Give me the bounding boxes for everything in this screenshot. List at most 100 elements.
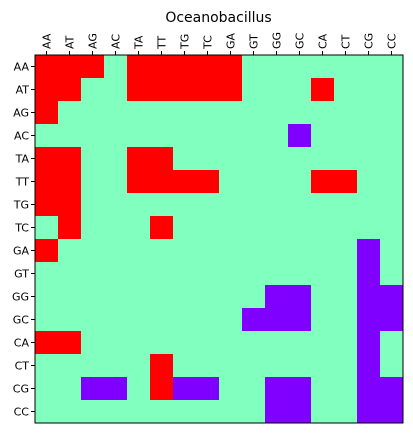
heatmap-cell-CT-CT (334, 354, 358, 378)
heatmap-cell-TA-CA (311, 147, 335, 171)
heatmap-cell-TG-CA (311, 193, 335, 217)
heatmap-cell-TT-AC (104, 170, 128, 194)
heatmap-cell-TC-GA (219, 216, 243, 240)
heatmap-cell-CC-TA (127, 400, 151, 424)
heatmap-cell-CG-CG (357, 377, 381, 401)
y-tick-label: CG (13, 383, 29, 396)
x-tick-label: TT (156, 35, 169, 50)
heatmap-cell-GT-AC (104, 262, 128, 286)
heatmap-cell-GT-AA (35, 262, 59, 286)
heatmap-cell-AG-GC (288, 101, 312, 125)
heatmap-cell-TG-TT (150, 193, 174, 217)
heatmap-cell-CG-GA (219, 377, 243, 401)
heatmap-cell-GA-CT (334, 239, 358, 263)
heatmap-cell-CA-AG (81, 331, 105, 355)
x-tick-label: GG (271, 32, 284, 49)
heatmap-cell-TG-TG (173, 193, 197, 217)
heatmap-cell-GC-TT (150, 308, 174, 332)
heatmap-cell-CG-AG (81, 377, 105, 401)
heatmap-cell-AG-TG (173, 101, 197, 125)
heatmap-cell-CC-AG (81, 400, 105, 424)
heatmap-cell-GG-CG (357, 285, 381, 309)
x-tick-label: GC (294, 32, 307, 49)
x-tick-label: CT (340, 34, 353, 49)
x-tick-label: AC (110, 34, 123, 49)
heatmap-cell-AG-AA (35, 101, 59, 125)
heatmap-cell-CG-TT (150, 377, 174, 401)
heatmap-cell-AA-TC (196, 55, 220, 79)
heatmap-cell-CA-CT (334, 331, 358, 355)
heatmap-cell-GA-CG (357, 239, 381, 263)
heatmap-cell-CT-GT (242, 354, 266, 378)
heatmap-cell-AG-AT (58, 101, 82, 125)
heatmap-cell-AG-GT (242, 101, 266, 125)
heatmap-cell-CG-AA (35, 377, 59, 401)
y-tick-label: TC (14, 222, 29, 235)
heatmap-cell-GG-CT (334, 285, 358, 309)
heatmap-cell-AC-GG (265, 124, 289, 148)
heatmap-cell-AT-CA (311, 78, 335, 102)
heatmap-cell-CA-TT (150, 331, 174, 355)
y-tick-label: GC (13, 314, 30, 327)
heatmap-cell-CG-AT (58, 377, 82, 401)
heatmap-cell-GG-AA (35, 285, 59, 309)
heatmap-cell-GG-AT (58, 285, 82, 309)
heatmap-cell-TG-AG (81, 193, 105, 217)
heatmap-cell-GG-TT (150, 285, 174, 309)
heatmap-cell-GT-CA (311, 262, 335, 286)
heatmap-cell-AG-CA (311, 101, 335, 125)
plot-frame (34, 54, 404, 424)
heatmap-cell-CA-GA (219, 331, 243, 355)
heatmap-cell-AA-TA (127, 55, 151, 79)
heatmap-cell-GC-CC (380, 308, 404, 332)
x-tick-label: TA (133, 35, 146, 50)
heatmap-cell-TC-TT (150, 216, 174, 240)
heatmap-cell-AC-AA (35, 124, 59, 148)
heatmap-cell-TG-AT (58, 193, 82, 217)
heatmap-cell-GG-TG (173, 285, 197, 309)
x-tick-label: CC (386, 33, 399, 49)
heatmap-cell-CC-GG (265, 400, 289, 424)
heatmap-cell-AC-TG (173, 124, 197, 148)
heatmap-cell-GC-CA (311, 308, 335, 332)
heatmap-cell-GG-AG (81, 285, 105, 309)
heatmap-cell-TG-GA (219, 193, 243, 217)
heatmap-cell-GA-GG (265, 239, 289, 263)
heatmap-cells (35, 55, 404, 424)
heatmap-cell-TT-AA (35, 170, 59, 194)
heatmap-cell-CA-GG (265, 331, 289, 355)
heatmap-cell-GG-CA (311, 285, 335, 309)
heatmap-cell-TA-GT (242, 147, 266, 171)
heatmap-cell-GG-GA (219, 285, 243, 309)
heatmap-cell-AA-GA (219, 55, 243, 79)
heatmap-cell-CC-CT (334, 400, 358, 424)
heatmap-cell-CG-GG (265, 377, 289, 401)
heatmap-cell-AA-GG (265, 55, 289, 79)
heatmap-cell-TC-CT (334, 216, 358, 240)
heatmap-cell-AG-CG (357, 101, 381, 125)
y-tick-label: AC (14, 130, 29, 143)
heatmap-cell-CA-TA (127, 331, 151, 355)
heatmap-cell-TT-GC (288, 170, 312, 194)
heatmap-cell-CT-AC (104, 354, 128, 378)
heatmap-cell-TC-GG (265, 216, 289, 240)
heatmap-cell-TG-TA (127, 193, 151, 217)
heatmap-cell-CG-TA (127, 377, 151, 401)
heatmap-cell-AT-GA (219, 78, 243, 102)
heatmap-cell-AG-TT (150, 101, 174, 125)
x-tick-label: GT (248, 34, 261, 49)
heatmap-cell-AG-GG (265, 101, 289, 125)
heatmap-cell-AT-GT (242, 78, 266, 102)
x-tick-label: CA (317, 33, 330, 49)
heatmap-cell-GC-TC (196, 308, 220, 332)
heatmap-cell-TT-TG (173, 170, 197, 194)
heatmap-cell-TC-CC (380, 216, 404, 240)
heatmap-cell-GA-AA (35, 239, 59, 263)
heatmap-cell-TA-CC (380, 147, 404, 171)
heatmap-cell-GT-GA (219, 262, 243, 286)
y-tick-label: TT (15, 176, 30, 189)
y-tick-label: GA (13, 245, 30, 258)
heatmap-cell-TA-AT (58, 147, 82, 171)
heatmap-cell-CT-CA (311, 354, 335, 378)
